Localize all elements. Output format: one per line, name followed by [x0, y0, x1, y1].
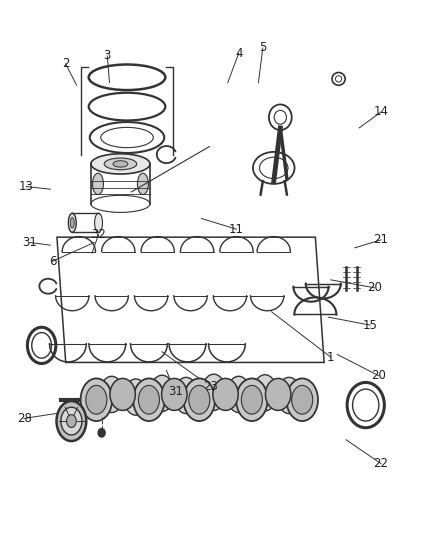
- Text: 22: 22: [374, 457, 389, 470]
- Text: 23: 23: [203, 380, 218, 393]
- Ellipse shape: [110, 378, 135, 410]
- Ellipse shape: [67, 415, 76, 427]
- Ellipse shape: [201, 374, 226, 410]
- Ellipse shape: [265, 378, 291, 410]
- Ellipse shape: [277, 377, 301, 414]
- Ellipse shape: [227, 376, 251, 413]
- Ellipse shape: [70, 217, 74, 228]
- Ellipse shape: [86, 385, 107, 414]
- Ellipse shape: [292, 385, 313, 414]
- Ellipse shape: [138, 173, 148, 195]
- Text: 13: 13: [19, 180, 34, 193]
- Text: 15: 15: [363, 319, 378, 332]
- Ellipse shape: [133, 378, 165, 421]
- Ellipse shape: [113, 161, 128, 167]
- Ellipse shape: [95, 213, 102, 232]
- Ellipse shape: [68, 213, 76, 232]
- Text: 6: 6: [49, 255, 57, 268]
- Ellipse shape: [92, 173, 103, 195]
- Ellipse shape: [213, 378, 238, 410]
- Text: 3: 3: [104, 50, 111, 62]
- Text: 20: 20: [367, 281, 382, 294]
- Text: 11: 11: [229, 223, 244, 236]
- Ellipse shape: [184, 378, 215, 421]
- Text: 31: 31: [22, 236, 37, 249]
- Ellipse shape: [81, 378, 112, 421]
- Ellipse shape: [241, 385, 262, 414]
- Text: 21: 21: [374, 233, 389, 246]
- Text: 2: 2: [62, 58, 70, 70]
- Ellipse shape: [236, 378, 268, 421]
- Text: 28: 28: [17, 412, 32, 425]
- Ellipse shape: [104, 158, 137, 169]
- Ellipse shape: [150, 375, 174, 411]
- Ellipse shape: [91, 154, 150, 174]
- Text: 1: 1: [327, 351, 335, 364]
- Text: 5: 5: [259, 42, 266, 54]
- Text: 4: 4: [235, 47, 243, 60]
- Text: 14: 14: [374, 106, 389, 118]
- Ellipse shape: [286, 378, 318, 421]
- Text: 31: 31: [168, 385, 183, 398]
- Ellipse shape: [253, 375, 277, 411]
- Text: 20: 20: [371, 369, 386, 382]
- Ellipse shape: [57, 401, 86, 441]
- Ellipse shape: [162, 378, 187, 410]
- Ellipse shape: [138, 385, 159, 414]
- Text: 32: 32: [91, 228, 106, 241]
- Ellipse shape: [61, 407, 82, 435]
- Ellipse shape: [99, 376, 124, 413]
- Ellipse shape: [189, 385, 210, 414]
- Circle shape: [98, 429, 105, 437]
- Ellipse shape: [174, 377, 198, 414]
- Ellipse shape: [124, 379, 148, 415]
